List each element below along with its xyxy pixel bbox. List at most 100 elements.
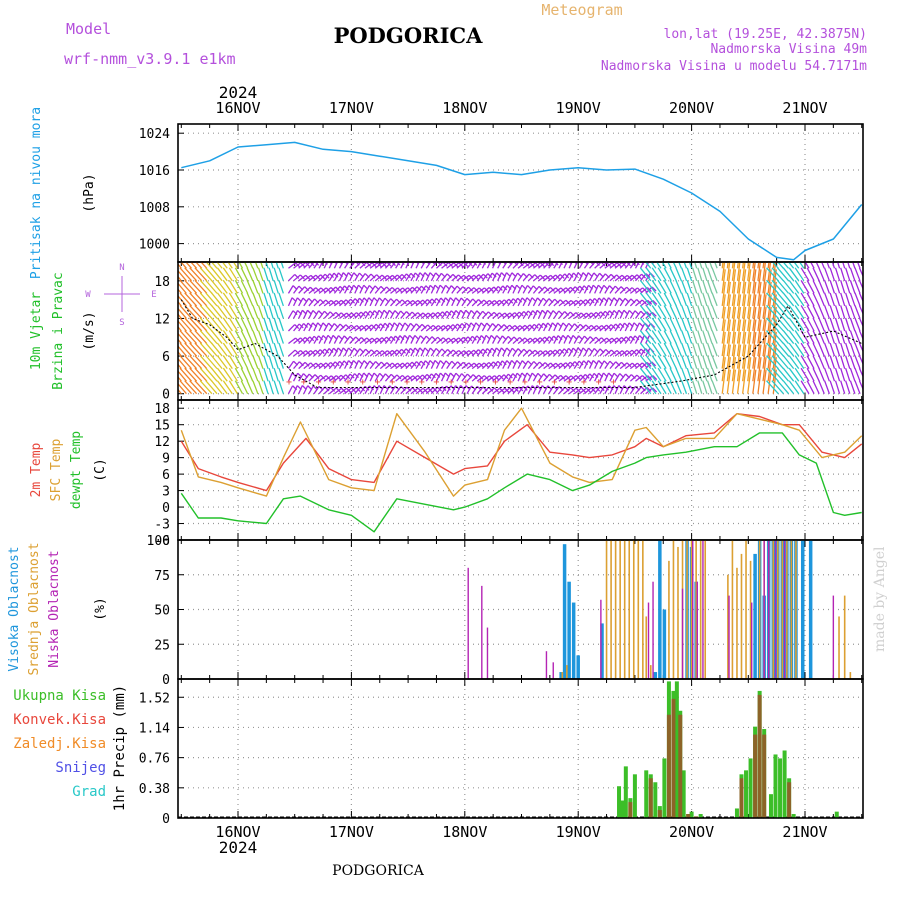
wind-barb bbox=[246, 317, 254, 332]
wind-barb-flag bbox=[509, 324, 515, 330]
wind-barb bbox=[425, 312, 434, 319]
wind-barb bbox=[415, 374, 423, 382]
wind-barb bbox=[405, 347, 411, 357]
sfc-temp-line bbox=[180, 407, 863, 497]
wind-barb bbox=[543, 310, 549, 319]
wind-barb bbox=[246, 280, 254, 294]
wind-barb bbox=[657, 367, 667, 382]
wind-barb bbox=[178, 295, 187, 307]
wind-barb bbox=[522, 262, 531, 269]
wind-barb bbox=[578, 324, 587, 332]
wind-barb bbox=[246, 267, 254, 282]
wind-barb bbox=[323, 287, 332, 294]
wind-barb-flag bbox=[435, 297, 441, 303]
wind-barb bbox=[849, 305, 856, 319]
wind-barb bbox=[563, 387, 572, 395]
wind-barb bbox=[287, 324, 296, 332]
wind-barb bbox=[502, 387, 511, 395]
wind-barb bbox=[430, 373, 437, 382]
wind-barb bbox=[415, 262, 420, 269]
precip-conv-bar bbox=[787, 782, 792, 818]
wind-barb bbox=[721, 344, 726, 369]
wind-barb bbox=[303, 274, 312, 282]
wind-barb bbox=[639, 267, 652, 282]
wind-barb bbox=[845, 292, 851, 307]
wind-barb-flag bbox=[420, 360, 426, 366]
wind-barb bbox=[249, 262, 254, 269]
wind-barb bbox=[278, 317, 284, 332]
wind-barb bbox=[364, 372, 370, 382]
wind-barb bbox=[594, 262, 602, 269]
wind-barb bbox=[476, 335, 482, 344]
wind-barb bbox=[288, 349, 296, 357]
wind-barb bbox=[548, 287, 557, 294]
y-tick-label: 0 bbox=[162, 673, 170, 688]
wind-barb bbox=[699, 262, 703, 269]
wind-barb bbox=[328, 361, 336, 370]
wind-barb bbox=[328, 387, 337, 395]
wind-barb bbox=[537, 385, 543, 394]
wind-barb bbox=[303, 262, 311, 269]
wind-barb bbox=[578, 312, 587, 319]
cloud-mid-bar bbox=[795, 540, 797, 679]
y-tick-label: 18 bbox=[154, 402, 170, 417]
wind-barb bbox=[651, 317, 662, 332]
wind-barb bbox=[767, 262, 772, 281]
wind-dir-marker: + bbox=[522, 377, 528, 388]
wind-barb bbox=[594, 337, 602, 345]
wind-barb bbox=[639, 380, 652, 395]
wind-barb bbox=[298, 323, 305, 332]
wind-barb bbox=[788, 317, 800, 332]
wind-barb bbox=[702, 355, 708, 369]
wind-barb bbox=[476, 287, 485, 294]
wind-dir-marker: + bbox=[492, 377, 498, 388]
wind-barb bbox=[303, 350, 312, 357]
wind-barb bbox=[692, 342, 698, 357]
wind-barb bbox=[721, 281, 726, 306]
wind-barb bbox=[806, 280, 815, 294]
wind-barb bbox=[338, 285, 346, 294]
wind-barb bbox=[686, 342, 693, 357]
wind-barb bbox=[788, 267, 800, 282]
wind-barb bbox=[634, 273, 643, 282]
wind-barb bbox=[766, 380, 779, 395]
wind-barb bbox=[512, 297, 519, 307]
wind-barb bbox=[497, 360, 503, 369]
wind-barb bbox=[772, 369, 777, 394]
wind-barb bbox=[194, 342, 208, 357]
wind-barb bbox=[644, 262, 652, 269]
wind-barb-flag bbox=[477, 262, 482, 266]
y-tick-label: 25 bbox=[154, 638, 170, 653]
wind-barb bbox=[697, 317, 703, 332]
wind-barb bbox=[558, 375, 567, 382]
wind-barb bbox=[268, 280, 274, 294]
wind-barb bbox=[228, 380, 238, 395]
wind-barb bbox=[456, 274, 465, 282]
wind-barb bbox=[263, 330, 269, 344]
wind-barb bbox=[303, 286, 311, 294]
wind-barb bbox=[466, 335, 473, 344]
wind-barb-flag bbox=[626, 362, 632, 368]
wind-barb bbox=[456, 262, 465, 269]
wind-barb bbox=[481, 322, 488, 332]
wind-barb bbox=[354, 360, 360, 369]
wind-barb bbox=[553, 310, 560, 319]
wind-barb bbox=[845, 280, 851, 294]
cloud-low-bar bbox=[552, 662, 554, 679]
wind-barb bbox=[806, 355, 815, 369]
wind-dir-marker: + bbox=[330, 377, 336, 388]
wind-barb bbox=[456, 286, 464, 294]
wind-barb bbox=[553, 274, 561, 282]
wind-barb bbox=[512, 336, 521, 345]
wind-barb bbox=[599, 349, 607, 357]
wind-barb bbox=[609, 285, 616, 294]
wind-barb bbox=[757, 269, 762, 294]
wind-barb bbox=[184, 317, 198, 332]
wind-barb bbox=[185, 262, 192, 269]
cloud-low-bar bbox=[600, 599, 602, 679]
wind-barb bbox=[650, 262, 657, 269]
wind-barb bbox=[390, 374, 398, 382]
wind-barb bbox=[634, 310, 642, 319]
